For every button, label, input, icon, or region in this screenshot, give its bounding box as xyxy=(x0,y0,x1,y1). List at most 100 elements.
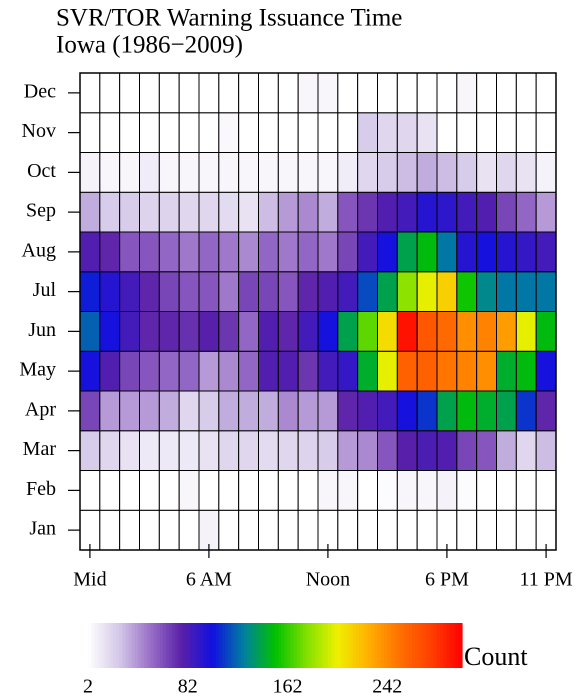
heat-cell xyxy=(258,112,279,153)
colorbar-swatch xyxy=(234,623,239,668)
heat-cell xyxy=(317,231,339,273)
heat-cell xyxy=(99,430,121,471)
heat-cell xyxy=(396,72,418,114)
heat-cell xyxy=(99,152,121,193)
heat-cell xyxy=(396,430,418,471)
colorbar-swatch xyxy=(418,623,423,668)
heat-cell xyxy=(198,311,220,352)
colorbar-swatch xyxy=(116,623,120,668)
heat-cell xyxy=(456,390,478,432)
y-tick-label: Nov xyxy=(22,120,56,142)
heat-cell xyxy=(396,152,418,193)
y-tick-label: Jun xyxy=(28,319,56,341)
colorbar-swatch xyxy=(452,623,457,668)
heat-cell xyxy=(535,390,557,432)
heat-cell xyxy=(436,112,458,153)
heat-cell xyxy=(317,72,339,114)
colorbar-swatch xyxy=(206,623,211,668)
heat-cell xyxy=(79,191,101,233)
heat-cell xyxy=(198,72,220,114)
y-tick-label: Jul xyxy=(33,279,57,301)
colorbar-swatch xyxy=(193,623,198,668)
heat-cell xyxy=(337,390,359,432)
heat-cell xyxy=(317,430,339,471)
heat-cell xyxy=(99,231,121,273)
heat-cell xyxy=(79,311,101,352)
heat-cell xyxy=(416,112,438,153)
heat-cell xyxy=(396,390,418,432)
heat-cell xyxy=(515,311,537,352)
colorbar-swatch xyxy=(184,623,189,668)
heat-cell xyxy=(297,350,319,392)
heat-cell xyxy=(396,231,418,273)
heat-cell xyxy=(515,72,537,114)
colorbar-swatch xyxy=(371,623,376,668)
colorbar-swatch xyxy=(122,623,126,668)
heat-cell xyxy=(119,191,140,233)
heat-cell xyxy=(119,112,140,153)
heat-cell xyxy=(456,271,478,312)
colorbar-swatch xyxy=(343,623,348,668)
colorbar-swatch xyxy=(259,623,264,668)
x-tick-label: 11 PM xyxy=(519,569,572,591)
colorbar-swatch xyxy=(94,623,98,668)
colorbar-swatch xyxy=(368,623,373,668)
colorbar-swatch xyxy=(240,623,245,668)
colorbar-swatch xyxy=(222,623,226,668)
y-tick-label: Dec xyxy=(24,80,56,102)
heat-cell xyxy=(535,350,557,392)
heat-cell xyxy=(277,271,299,312)
heat-cell xyxy=(297,470,319,511)
heat-cell xyxy=(139,152,160,193)
colorbar-swatch xyxy=(265,623,270,668)
colorbar-swatch xyxy=(409,623,413,668)
heat-cell xyxy=(337,509,359,551)
colorbar-swatch xyxy=(299,623,304,668)
colorbar-swatch xyxy=(91,623,95,668)
heat-cell xyxy=(119,231,140,273)
heat-cell xyxy=(496,112,517,153)
colorbar-swatch xyxy=(256,623,261,668)
heat-cell xyxy=(396,311,418,352)
heat-cell xyxy=(158,350,180,392)
heat-cell xyxy=(79,231,101,273)
heat-cell xyxy=(119,72,140,114)
heat-cell xyxy=(218,350,240,392)
heat-cell xyxy=(158,390,180,432)
heat-cell xyxy=(178,311,200,352)
colorbar-swatch xyxy=(237,623,242,668)
heat-cell xyxy=(317,152,339,193)
colorbar-swatch xyxy=(430,623,435,668)
colorbar-swatch xyxy=(315,623,320,668)
heat-cell xyxy=(218,271,240,312)
heat-cell xyxy=(218,152,240,193)
colorbar-tick-label: 162 xyxy=(272,676,302,698)
heat-cell xyxy=(198,152,220,193)
heat-cell xyxy=(99,390,121,432)
heat-cell xyxy=(218,72,240,114)
heat-cell xyxy=(178,191,200,233)
colorbar-swatch xyxy=(390,623,395,668)
heat-cell xyxy=(535,271,557,312)
x-tick-label: Mid xyxy=(73,569,106,591)
heat-cell xyxy=(337,311,359,352)
heat-cell xyxy=(238,430,260,471)
colorbar-swatch xyxy=(296,623,301,668)
heat-cell xyxy=(496,72,517,114)
heat-cell xyxy=(218,390,240,432)
heat-cell xyxy=(119,311,140,352)
heat-cell xyxy=(297,152,319,193)
colorbar-swatch xyxy=(318,623,323,668)
colorbar-swatch xyxy=(109,623,114,668)
y-tick-label: Mar xyxy=(23,438,57,460)
colorbar-swatch xyxy=(209,623,214,668)
colorbar-swatch xyxy=(334,623,338,668)
colorbar-swatch xyxy=(415,623,419,668)
heat-cell xyxy=(456,470,478,511)
heat-cell xyxy=(258,271,279,312)
heat-cell xyxy=(515,390,537,432)
heat-cell xyxy=(396,112,418,153)
colorbar-swatch xyxy=(150,623,155,668)
colorbar-swatch xyxy=(181,623,186,668)
heat-cell xyxy=(317,112,339,153)
